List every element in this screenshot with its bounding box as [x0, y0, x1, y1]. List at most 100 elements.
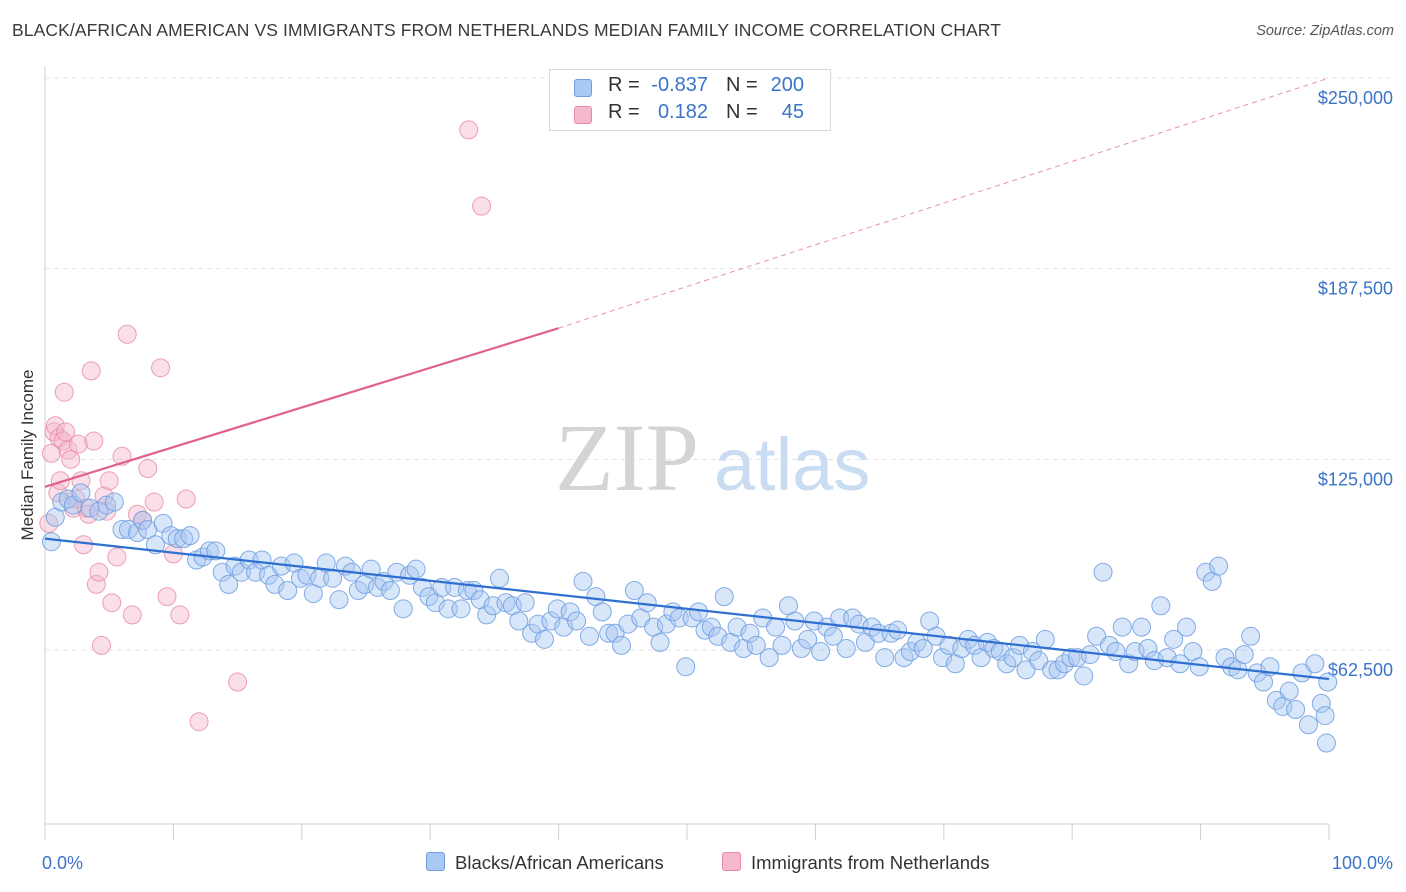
blue-data-point — [212, 562, 232, 582]
x-tick-label-min: 0.0% — [42, 853, 83, 873]
pink-data-point — [228, 672, 248, 692]
blue-data-point — [766, 617, 786, 637]
legend-swatch-blue — [574, 79, 592, 97]
blue-data-point — [1164, 629, 1184, 649]
blue-data-point — [624, 581, 644, 601]
blue-data-point — [89, 501, 109, 521]
legend-swatch-pink — [574, 106, 592, 124]
blue-data-point — [605, 623, 625, 643]
n-label: N = — [726, 101, 758, 123]
blue-data-point — [127, 523, 147, 543]
blue-data-point — [560, 602, 580, 622]
blue-data-point — [483, 596, 503, 616]
pink-data-point — [122, 605, 142, 625]
blue-data-point — [875, 648, 895, 668]
pink-points — [39, 120, 492, 732]
blue-data-point — [412, 577, 432, 597]
pink-data-point — [50, 471, 70, 491]
n-label: N = — [726, 74, 758, 96]
bottom-legend-swatch-blue — [426, 852, 445, 871]
pink-data-point — [472, 196, 492, 216]
blue-data-point — [791, 638, 811, 658]
blue-data-point — [1067, 648, 1087, 668]
blue-data-point — [1315, 706, 1335, 726]
blue-data-point — [676, 657, 696, 677]
pink-data-point — [102, 593, 122, 613]
y-tick-label: $250,000 — [1318, 88, 1393, 108]
pink-data-point — [45, 416, 65, 436]
blue-data-point — [231, 562, 251, 582]
watermark-zip: ZIP — [555, 404, 699, 511]
blue-data-point — [727, 617, 747, 637]
bottom-legend-label-blue: Blacks/African Americans — [455, 852, 664, 873]
blue-data-point — [1042, 660, 1062, 680]
blue-data-point — [1176, 617, 1196, 637]
y-axis-label: Median Family Income — [18, 369, 37, 540]
blue-data-point — [1093, 562, 1113, 582]
pink-data-point — [41, 443, 61, 463]
y-tick-labels: $62,500 $125,000 $187,500 $250,000 — [1318, 88, 1393, 680]
blue-data-point — [1234, 645, 1254, 665]
pink-data-point — [84, 431, 104, 451]
blue-data-point — [206, 541, 226, 561]
blue-data-point — [167, 529, 187, 549]
blue-data-point — [1016, 660, 1036, 680]
source-label: Source: ZipAtlas.com — [1256, 23, 1394, 39]
blue-data-point — [933, 648, 953, 668]
blue-data-point — [592, 602, 612, 622]
blue-data-point — [1087, 626, 1107, 646]
pink-data-point — [74, 535, 94, 555]
legend-row-pink: R = 0.182 N = 45 — [550, 101, 830, 127]
pink-data-point — [459, 120, 479, 140]
r-label: R = — [608, 101, 640, 123]
blue-data-point — [823, 626, 843, 646]
blue-data-point — [759, 648, 779, 668]
pink-data-point — [89, 562, 109, 582]
n-value: 45 — [781, 101, 804, 123]
pink-data-point — [91, 635, 111, 655]
pink-data-point — [117, 324, 137, 344]
blue-data-point — [180, 526, 200, 546]
pink-data-point — [61, 449, 81, 469]
blue-data-point — [278, 581, 298, 601]
blue-data-point — [547, 599, 567, 619]
r-value: 0.182 — [657, 101, 708, 123]
blue-data-point — [1074, 666, 1094, 686]
blue-data-point — [1061, 648, 1081, 668]
blue-data-point — [811, 642, 831, 662]
blue-data-point — [1305, 654, 1325, 674]
blue-data-point — [1112, 617, 1132, 637]
r-label: R = — [608, 74, 640, 96]
blue-data-point — [133, 510, 153, 530]
bottom-legend-blue: Blacks/African Americans — [426, 852, 664, 874]
chart-title: BLACK/AFRICAN AMERICAN VS IMMIGRANTS FRO… — [12, 20, 1002, 40]
blue-data-point — [579, 626, 599, 646]
pink-data-point — [94, 486, 114, 506]
blue-data-point — [746, 635, 766, 655]
bottom-legend-swatch-pink — [722, 852, 741, 871]
watermark: ZIP atlas — [555, 404, 870, 511]
blue-data-point — [1209, 556, 1229, 576]
trendlines — [44, 77, 1330, 681]
blue-data-point — [836, 638, 856, 658]
blue-data-point — [541, 611, 561, 631]
blue-data-point — [41, 532, 61, 552]
blue-data-point — [1316, 733, 1336, 753]
blue-data-point — [451, 599, 471, 619]
pink-data-point — [107, 547, 127, 567]
blue-data-point — [1035, 629, 1055, 649]
blue-data-point — [63, 495, 83, 515]
pink-data-point — [176, 489, 196, 509]
bottom-legend-label-pink: Immigrants from Netherlands — [751, 852, 990, 873]
blue-data-point — [1298, 715, 1318, 735]
legend-row-blue: R = -0.837 N = 200 — [550, 74, 830, 100]
n-value: 200 — [770, 74, 804, 96]
stats-legend: R = -0.837 N = 200 R = 0.182 N = 45 — [549, 69, 831, 131]
blue-data-point — [656, 614, 676, 634]
bottom-legend-pink: Immigrants from Netherlands — [722, 852, 990, 874]
blue-data-point — [104, 492, 124, 512]
pink-data-point — [99, 471, 119, 491]
blue-data-point — [71, 483, 91, 503]
blue-data-point — [1189, 657, 1209, 677]
